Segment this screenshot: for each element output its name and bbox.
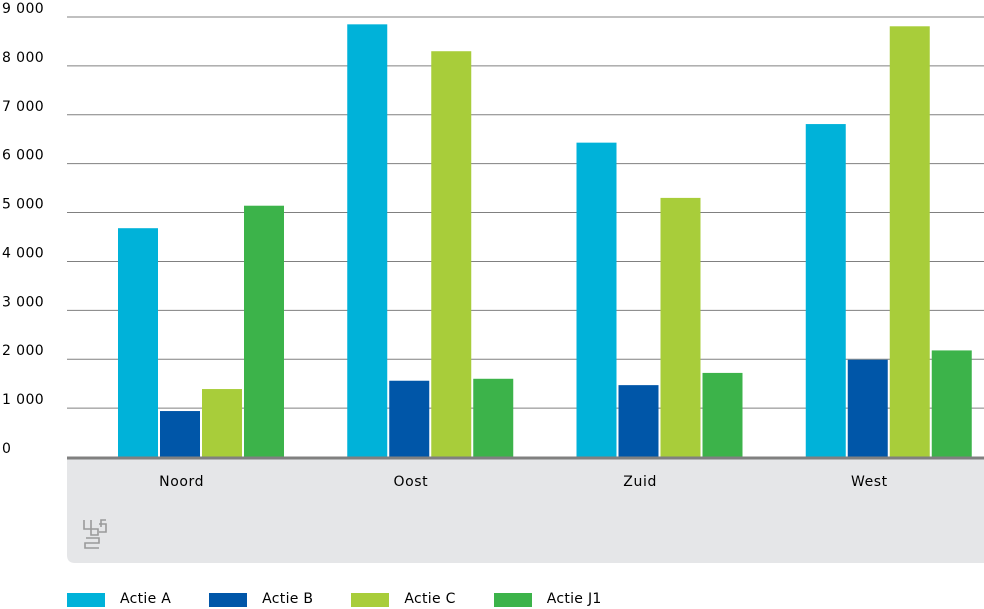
legend-swatch-actie-b bbox=[209, 592, 248, 607]
legend-item-actie-a: Actie A bbox=[67, 590, 171, 609]
bar-actie-c-zuid bbox=[660, 197, 701, 457]
bar-chart: 0 1 000 2 000 3 000 4 000 5 000 6 000 7 000 8 00… bbox=[2, 1, 984, 563]
cbs-logo-icon bbox=[83, 519, 107, 549]
legend-label-actie-b: Actie B bbox=[262, 591, 314, 607]
legend-item-actie-b: Actie B bbox=[209, 590, 313, 609]
legend-label-actie-j1: Actie J1 bbox=[546, 591, 602, 607]
y-tick-label: 4 000 bbox=[2, 245, 44, 261]
y-tick-label: 8 000 bbox=[2, 50, 44, 66]
bar-actie-a-noord bbox=[118, 228, 158, 457]
y-tick-label: 3 000 bbox=[2, 294, 44, 310]
y-tick-label: 2 000 bbox=[2, 343, 44, 359]
y-tick-label: 9 000 bbox=[2, 1, 44, 17]
bar-actie-b-zuid bbox=[618, 385, 659, 457]
y-tick-label: 5 000 bbox=[2, 197, 44, 213]
bar-actie-b-oost bbox=[389, 380, 430, 457]
x-tick-label-west: West bbox=[851, 474, 888, 490]
legend-item-actie-j1: Actie J1 bbox=[493, 590, 602, 609]
bar-actie-b-noord bbox=[160, 411, 200, 457]
y-tick-label: 6 000 bbox=[2, 148, 44, 164]
legend: Actie A Actie B Actie C Actie J1 bbox=[67, 590, 640, 609]
bar-actie-j1-west bbox=[931, 350, 972, 457]
legend-label-actie-c: Actie C bbox=[404, 591, 456, 607]
y-tick-label: 0 bbox=[2, 441, 11, 457]
x-tick-label-oost: Oost bbox=[393, 474, 428, 490]
bar-actie-a-zuid bbox=[576, 142, 617, 457]
legend-swatch-actie-a bbox=[67, 592, 105, 607]
bar-actie-b-west bbox=[847, 359, 888, 457]
y-tick-label: 7 000 bbox=[2, 99, 44, 115]
legend-item-actie-c: Actie C bbox=[351, 590, 455, 609]
legend-swatch-actie-j1 bbox=[493, 592, 532, 607]
bar-actie-j1-noord bbox=[244, 205, 284, 457]
category-band bbox=[67, 457, 984, 563]
bar-actie-j1-zuid bbox=[702, 372, 743, 457]
legend-swatch-actie-c bbox=[351, 592, 390, 607]
bar-actie-c-oost bbox=[431, 51, 472, 457]
bar-actie-a-oost bbox=[347, 24, 388, 457]
bar-actie-j1-oost bbox=[473, 378, 514, 457]
y-tick-label: 1 000 bbox=[2, 392, 44, 408]
legend-label-actie-a: Actie A bbox=[120, 591, 172, 607]
bar-actie-a-west bbox=[805, 124, 846, 458]
bar-actie-c-west bbox=[889, 26, 930, 458]
x-tick-label-noord: Noord bbox=[159, 474, 204, 490]
bar-actie-c-noord bbox=[202, 389, 242, 457]
x-tick-label-zuid: Zuid bbox=[623, 474, 657, 490]
